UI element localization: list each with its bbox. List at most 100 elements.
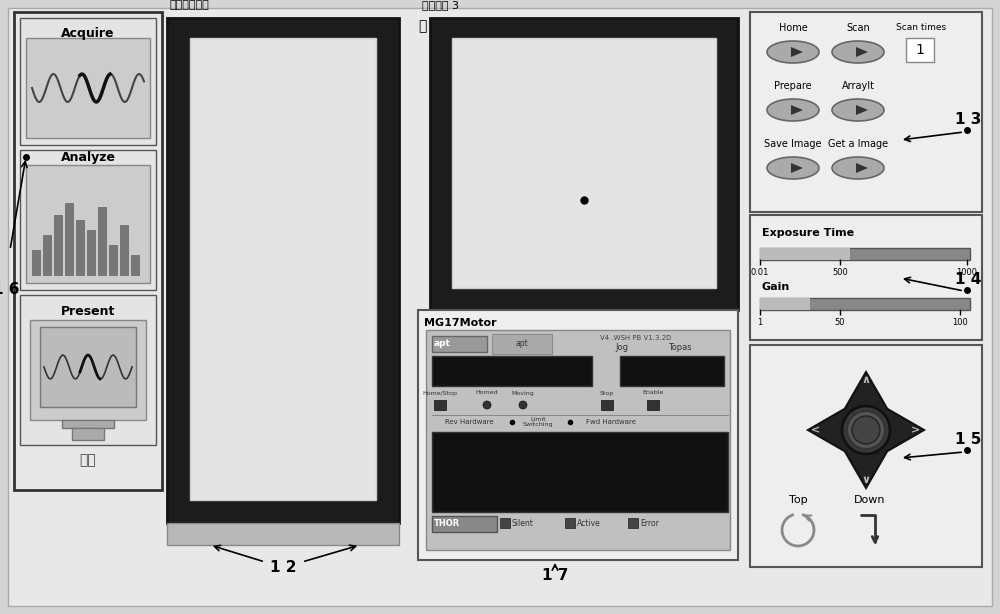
Bar [434,400,446,410]
Text: Homed: Homed [476,391,498,395]
Text: 1: 1 [916,43,924,57]
Bar [432,336,487,352]
Text: 获取图像 3: 获取图像 3 [422,0,459,10]
Polygon shape [808,372,924,488]
Text: Save Image: Save Image [764,139,822,149]
Bar [54,215,62,275]
Text: ∧: ∧ [862,375,870,385]
Ellipse shape [832,41,884,63]
Text: 1 5: 1 5 [955,432,981,448]
Text: Down: Down [854,495,886,505]
Bar [190,38,376,500]
Polygon shape [856,163,868,173]
Polygon shape [856,47,868,57]
Text: 1 3: 1 3 [955,112,981,128]
Text: Limit
Switching: Limit Switching [523,417,553,427]
Bar [492,334,552,354]
Bar [647,400,659,410]
Bar [760,298,970,310]
Text: 1000: 1000 [956,268,978,277]
Text: 关于: 关于 [80,453,96,467]
Text: Scan times: Scan times [896,23,946,33]
Text: Jog: Jog [616,343,629,352]
Bar [432,432,728,512]
Text: 50: 50 [835,318,845,327]
Text: Home: Home [779,23,807,33]
Text: ⌕: ⌕ [418,19,426,33]
Bar [430,18,738,310]
Text: 100: 100 [952,318,968,327]
Bar [750,345,982,567]
Text: Get a Image: Get a Image [828,139,888,149]
Text: Stop: Stop [600,391,614,395]
Bar [14,12,162,490]
Text: Exposure Time: Exposure Time [762,228,854,238]
Circle shape [842,406,890,454]
Polygon shape [791,47,803,57]
Bar [30,320,146,420]
Text: apt: apt [434,340,451,349]
Bar [760,248,850,260]
Text: MG17Motor: MG17Motor [424,318,497,328]
Ellipse shape [767,41,819,63]
Bar [87,230,95,275]
Bar [131,255,139,275]
Text: 扫描图像预览: 扫描图像预览 [170,0,210,10]
Polygon shape [791,105,803,115]
Bar [43,235,51,275]
Ellipse shape [832,99,884,121]
Bar [750,12,982,212]
Text: <: < [811,425,821,435]
Text: Silent: Silent [512,518,534,527]
Text: 1: 1 [757,318,763,327]
Bar [20,150,156,290]
Ellipse shape [767,99,819,121]
Circle shape [519,401,527,409]
Text: Home/Stop: Home/Stop [422,391,458,395]
Bar [418,310,738,560]
Circle shape [483,401,491,409]
Text: V4 .WSH PB V1.3.2D: V4 .WSH PB V1.3.2D [600,335,671,341]
Bar [760,248,970,260]
Text: Analyze: Analyze [60,150,116,163]
Bar [26,165,150,283]
Ellipse shape [832,157,884,179]
Bar [40,327,136,407]
Bar [167,523,399,545]
Bar [167,18,399,523]
Bar [98,207,106,275]
Text: 500: 500 [832,268,848,277]
Text: Enable: Enable [642,391,664,395]
Text: 1 4: 1 4 [955,273,981,287]
Bar [620,356,724,386]
Bar [26,38,150,138]
Bar [62,420,114,428]
Bar [760,298,810,310]
Bar [20,295,156,445]
Polygon shape [791,163,803,173]
Text: apt: apt [516,340,528,349]
Bar [72,428,104,440]
Text: Error: Error [640,518,659,527]
Bar [32,250,40,275]
Bar [565,518,575,528]
Bar [109,245,117,275]
Text: Top: Top [789,495,807,505]
Bar [452,38,716,288]
Bar [432,356,592,386]
Bar [76,220,84,275]
Bar [906,38,934,62]
Circle shape [852,416,880,444]
Bar [65,203,73,275]
Bar [601,400,613,410]
Ellipse shape [767,157,819,179]
Bar [426,330,730,550]
Polygon shape [856,105,868,115]
Text: Fwd Hardware: Fwd Hardware [586,419,636,425]
Text: ∨: ∨ [862,475,870,485]
Bar [120,225,128,275]
Text: ArrayIt: ArrayIt [842,81,874,91]
Text: Active: Active [577,518,601,527]
Circle shape [847,411,885,449]
Text: >: > [911,425,921,435]
